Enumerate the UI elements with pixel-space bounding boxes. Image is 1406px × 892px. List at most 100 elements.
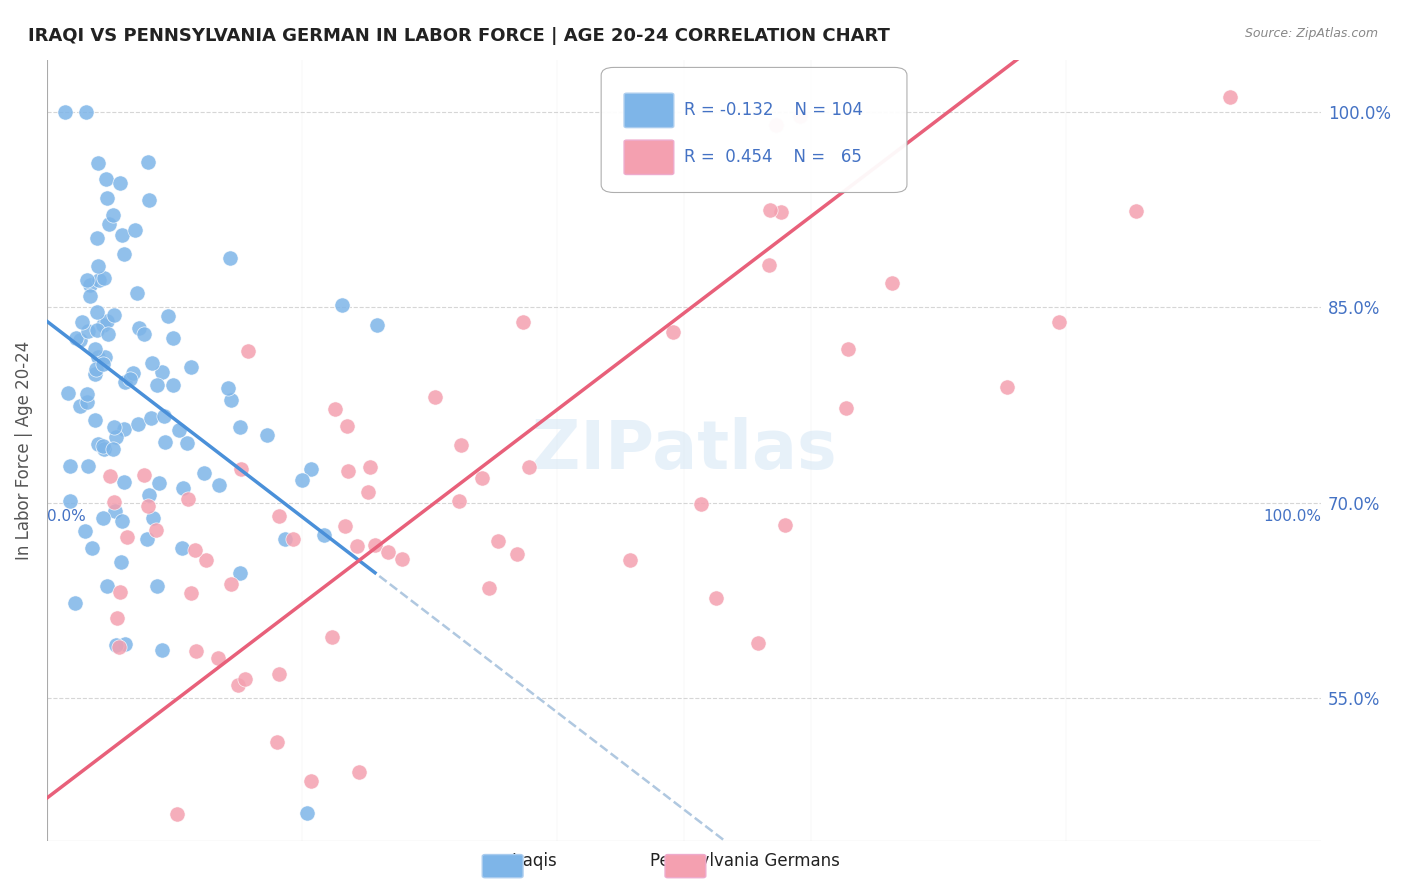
Point <box>65 331 87 345</box>
Point <box>336 464 359 478</box>
Point <box>193 466 215 480</box>
Point <box>141 356 163 370</box>
Point <box>162 331 184 345</box>
Point <box>104 638 127 652</box>
Point <box>86 155 108 169</box>
Point <box>619 553 641 567</box>
Point <box>139 411 162 425</box>
Point <box>96 579 118 593</box>
Point <box>98 469 121 483</box>
Point <box>299 774 322 789</box>
Point <box>77 324 100 338</box>
Point <box>84 361 107 376</box>
Point <box>173 481 195 495</box>
Point <box>93 270 115 285</box>
Point <box>837 342 859 356</box>
Point <box>229 461 252 475</box>
Point <box>450 438 472 452</box>
FancyBboxPatch shape <box>624 93 673 128</box>
Text: Source: ZipAtlas.com: Source: ZipAtlas.com <box>1244 27 1378 40</box>
Point <box>166 806 188 821</box>
Point <box>219 576 242 591</box>
Point <box>86 230 108 244</box>
Point <box>229 419 252 434</box>
Point <box>274 533 297 547</box>
Point <box>425 390 447 404</box>
Point <box>108 585 131 599</box>
Point <box>136 155 159 169</box>
Text: IRAQI VS PENNSYLVANIA GERMAN IN LABOR FORCE | AGE 20-24 CORRELATION CHART: IRAQI VS PENNSYLVANIA GERMAN IN LABOR FO… <box>28 27 890 45</box>
Point <box>76 395 98 409</box>
Point <box>359 460 381 475</box>
Point <box>449 494 471 508</box>
Point <box>110 555 132 569</box>
Point <box>87 273 110 287</box>
Point <box>297 805 319 820</box>
Point <box>103 495 125 509</box>
Point <box>152 643 174 657</box>
Point <box>114 375 136 389</box>
Point <box>80 541 103 555</box>
Point <box>704 591 727 605</box>
Point <box>75 104 97 119</box>
Point <box>86 260 108 274</box>
Point <box>76 387 98 401</box>
Point <box>103 308 125 322</box>
Point <box>127 417 149 431</box>
Point <box>267 508 290 523</box>
Point <box>184 644 207 658</box>
Point <box>266 735 288 749</box>
Point <box>118 372 141 386</box>
Point <box>789 109 811 123</box>
Point <box>122 367 145 381</box>
Point <box>882 277 904 291</box>
Point <box>180 586 202 600</box>
Point <box>138 488 160 502</box>
Point <box>87 350 110 364</box>
Point <box>377 545 399 559</box>
Point <box>124 222 146 236</box>
Point <box>111 514 134 528</box>
Point <box>267 667 290 681</box>
Point <box>177 492 200 507</box>
Point <box>136 499 159 513</box>
FancyBboxPatch shape <box>602 68 907 193</box>
Point <box>299 462 322 476</box>
Point <box>391 552 413 566</box>
Point <box>53 104 76 119</box>
Point <box>162 377 184 392</box>
Point <box>773 517 796 532</box>
Point <box>138 193 160 207</box>
Point <box>835 401 858 416</box>
Point <box>59 458 82 473</box>
Point <box>321 631 343 645</box>
Point <box>101 442 124 457</box>
Point <box>97 327 120 342</box>
Point <box>145 523 167 537</box>
Point <box>517 460 540 475</box>
Point <box>236 343 259 358</box>
Point <box>690 497 713 511</box>
Point <box>995 380 1018 394</box>
Point <box>512 315 534 329</box>
Point <box>346 539 368 553</box>
Text: 100.0%: 100.0% <box>1263 509 1322 524</box>
Y-axis label: In Labor Force | Age 20-24: In Labor Force | Age 20-24 <box>15 341 32 560</box>
Point <box>87 437 110 451</box>
Point <box>146 579 169 593</box>
Point <box>184 542 207 557</box>
Point <box>86 323 108 337</box>
Point <box>132 468 155 483</box>
Text: R =  0.454    N =   65: R = 0.454 N = 65 <box>683 148 862 166</box>
Text: R = -0.132    N = 104: R = -0.132 N = 104 <box>683 102 863 120</box>
Point <box>69 400 91 414</box>
Point <box>56 385 79 400</box>
FancyBboxPatch shape <box>624 140 673 175</box>
Point <box>229 566 252 580</box>
Point <box>93 442 115 456</box>
Point <box>76 273 98 287</box>
Point <box>357 485 380 500</box>
Text: ZIPatlas: ZIPatlas <box>531 417 837 483</box>
Point <box>111 227 134 242</box>
Point <box>323 401 346 416</box>
